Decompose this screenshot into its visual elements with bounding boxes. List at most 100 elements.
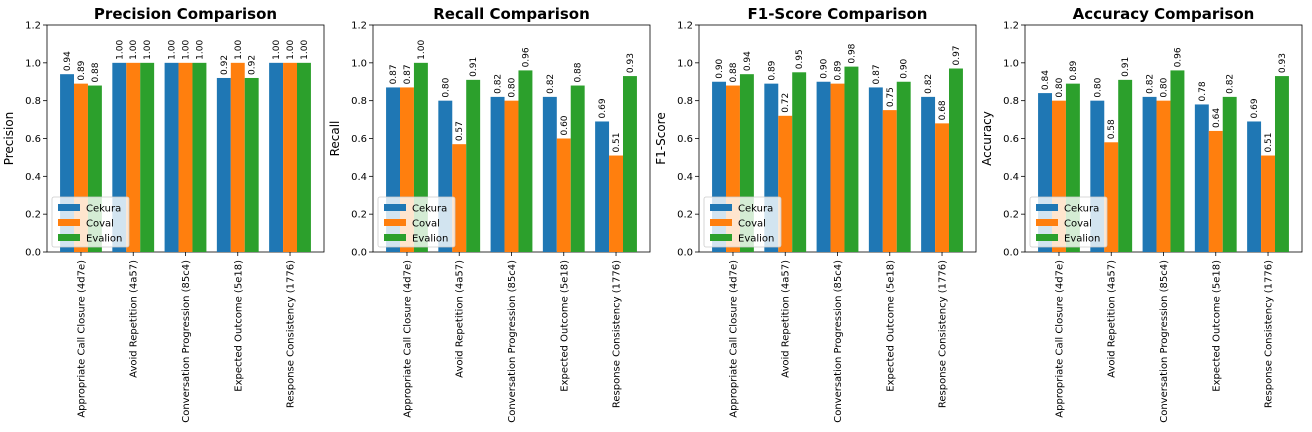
bar-cekura — [1194, 104, 1209, 252]
bar-evalion — [296, 62, 311, 253]
bar-cekura — [1247, 121, 1262, 252]
bar-cekura — [816, 81, 831, 252]
bar-cekura — [269, 62, 284, 253]
data-label: 0.78 — [1198, 81, 1208, 101]
data-label: 0.98 — [847, 43, 857, 63]
y-tick-label: 0.4 — [351, 172, 367, 183]
bar-evalion — [1274, 76, 1289, 252]
data-label: 1.00 — [417, 40, 427, 60]
legend: Cekura Coval Evalion — [1029, 196, 1108, 248]
y-tick-label: 1.0 — [351, 58, 367, 69]
y-axis-label: Recall — [328, 121, 342, 157]
bar-coval — [1156, 100, 1171, 253]
bar-coval — [283, 62, 297, 253]
data-label: 0.64 — [1212, 108, 1222, 128]
data-label: 0.93 — [626, 53, 636, 73]
data-label: 0.87 — [403, 64, 413, 84]
bar-coval — [935, 123, 949, 252]
legend-label: Coval — [1064, 219, 1092, 230]
data-label: 0.72 — [781, 93, 791, 113]
data-label: 0.82 — [1146, 74, 1156, 94]
legend-label: Coval — [412, 219, 440, 230]
bar-coval — [830, 83, 845, 253]
x-tick-label: Avoid Repetition (4a57) — [455, 260, 466, 378]
y-tick-label: 0.2 — [677, 210, 693, 221]
data-label: 0.91 — [469, 57, 479, 77]
y-tick-label: 1.2 — [1003, 21, 1019, 32]
y-tick-label: 0.8 — [351, 96, 367, 107]
data-label: 1.00 — [115, 40, 125, 60]
x-tick-label: Expected Outcome (5e18) — [233, 260, 244, 392]
data-label: 0.96 — [1173, 47, 1183, 67]
y-tick-label: 0.8 — [25, 96, 41, 107]
panel-f1-score: F1-Score Comparison F1-Score 0.0 0.2 0.4 0.… — [654, 5, 977, 423]
bar-cekura — [216, 77, 231, 252]
bar-evalion — [622, 76, 637, 252]
bar-coval — [178, 62, 193, 253]
bar-evalion — [792, 72, 807, 253]
y-axis-label: F1-Score — [654, 112, 668, 164]
y-tick-label: 0.4 — [25, 172, 41, 183]
legend-label: Evalion — [412, 234, 448, 245]
y-tick-label: 1.0 — [677, 58, 693, 69]
data-label: 0.57 — [455, 121, 465, 141]
data-label: 0.51 — [612, 132, 622, 152]
legend-label: Coval — [738, 219, 766, 230]
data-label: 0.80 — [441, 77, 451, 97]
x-tick-label: Appropriate Call Closure (4d7e) — [728, 260, 739, 418]
legend-label: Cekura — [86, 204, 121, 215]
data-label: 0.80 — [1160, 77, 1170, 97]
bar-coval — [556, 138, 571, 252]
bar-coval — [1104, 142, 1119, 252]
data-label: 0.93 — [1278, 53, 1288, 73]
data-label: 0.94 — [743, 51, 753, 71]
bar-evalion — [244, 77, 259, 252]
bar-evalion — [192, 62, 207, 253]
data-label: 1.00 — [234, 40, 244, 60]
data-label: 0.89 — [767, 60, 777, 80]
y-tick-label: 1.0 — [1003, 58, 1019, 69]
data-label: 0.95 — [795, 49, 805, 69]
bar-evalion — [896, 81, 911, 252]
panel-recall: Recall Comparison Recall 0.0 0.2 0.4 0.6 0.8… — [328, 5, 651, 423]
data-label: 1.00 — [168, 40, 178, 60]
y-tick-label: 0.6 — [351, 134, 367, 145]
y-tick-label: 0.0 — [1003, 248, 1019, 259]
x-tick-label: Avoid Repetition (4a57) — [129, 260, 140, 378]
data-label: 0.60 — [560, 115, 570, 135]
data-label: 0.84 — [1041, 70, 1051, 90]
data-label: 1.00 — [129, 40, 139, 60]
bar-evalion — [140, 62, 155, 253]
legend-swatch — [710, 219, 732, 226]
data-label: 0.58 — [1107, 119, 1117, 139]
y-tick-label: 1.2 — [351, 21, 367, 32]
x-tick-label: Response Consistency (1776) — [286, 260, 297, 408]
legend-swatch — [710, 204, 732, 211]
bar-cekura — [921, 96, 936, 252]
y-tick-label: 0.0 — [677, 248, 693, 259]
data-label: 0.82 — [494, 74, 504, 94]
data-label: 0.80 — [1055, 77, 1065, 97]
data-label: 1.00 — [286, 40, 296, 60]
chart-title: Precision Comparison — [94, 5, 277, 23]
x-tick-label: Appropriate Call Closure (4d7e) — [402, 260, 413, 418]
y-tick-label: 0.2 — [351, 210, 367, 221]
data-label: 0.87 — [389, 64, 399, 84]
legend-label: Evalion — [1064, 234, 1100, 245]
legend-swatch — [1036, 219, 1058, 226]
data-label: 0.90 — [900, 58, 910, 78]
panel-accuracy: Accuracy Comparison Accuracy 0.0 0.2 0.4 0.… — [980, 5, 1303, 423]
legend-label: Cekura — [738, 204, 773, 215]
data-label: 0.90 — [820, 58, 830, 78]
y-tick-label: 0.8 — [1003, 96, 1019, 107]
bar-coval — [1261, 155, 1275, 252]
legend-label: Evalion — [86, 234, 122, 245]
bar-coval — [609, 155, 623, 252]
bar-cekura — [1142, 96, 1157, 252]
data-label: 0.96 — [521, 47, 531, 67]
legend-swatch — [1036, 204, 1058, 211]
bar-coval — [882, 110, 897, 252]
x-tick-label: Conversation Progression (85c4) — [833, 260, 844, 423]
data-label: 0.90 — [715, 58, 725, 78]
